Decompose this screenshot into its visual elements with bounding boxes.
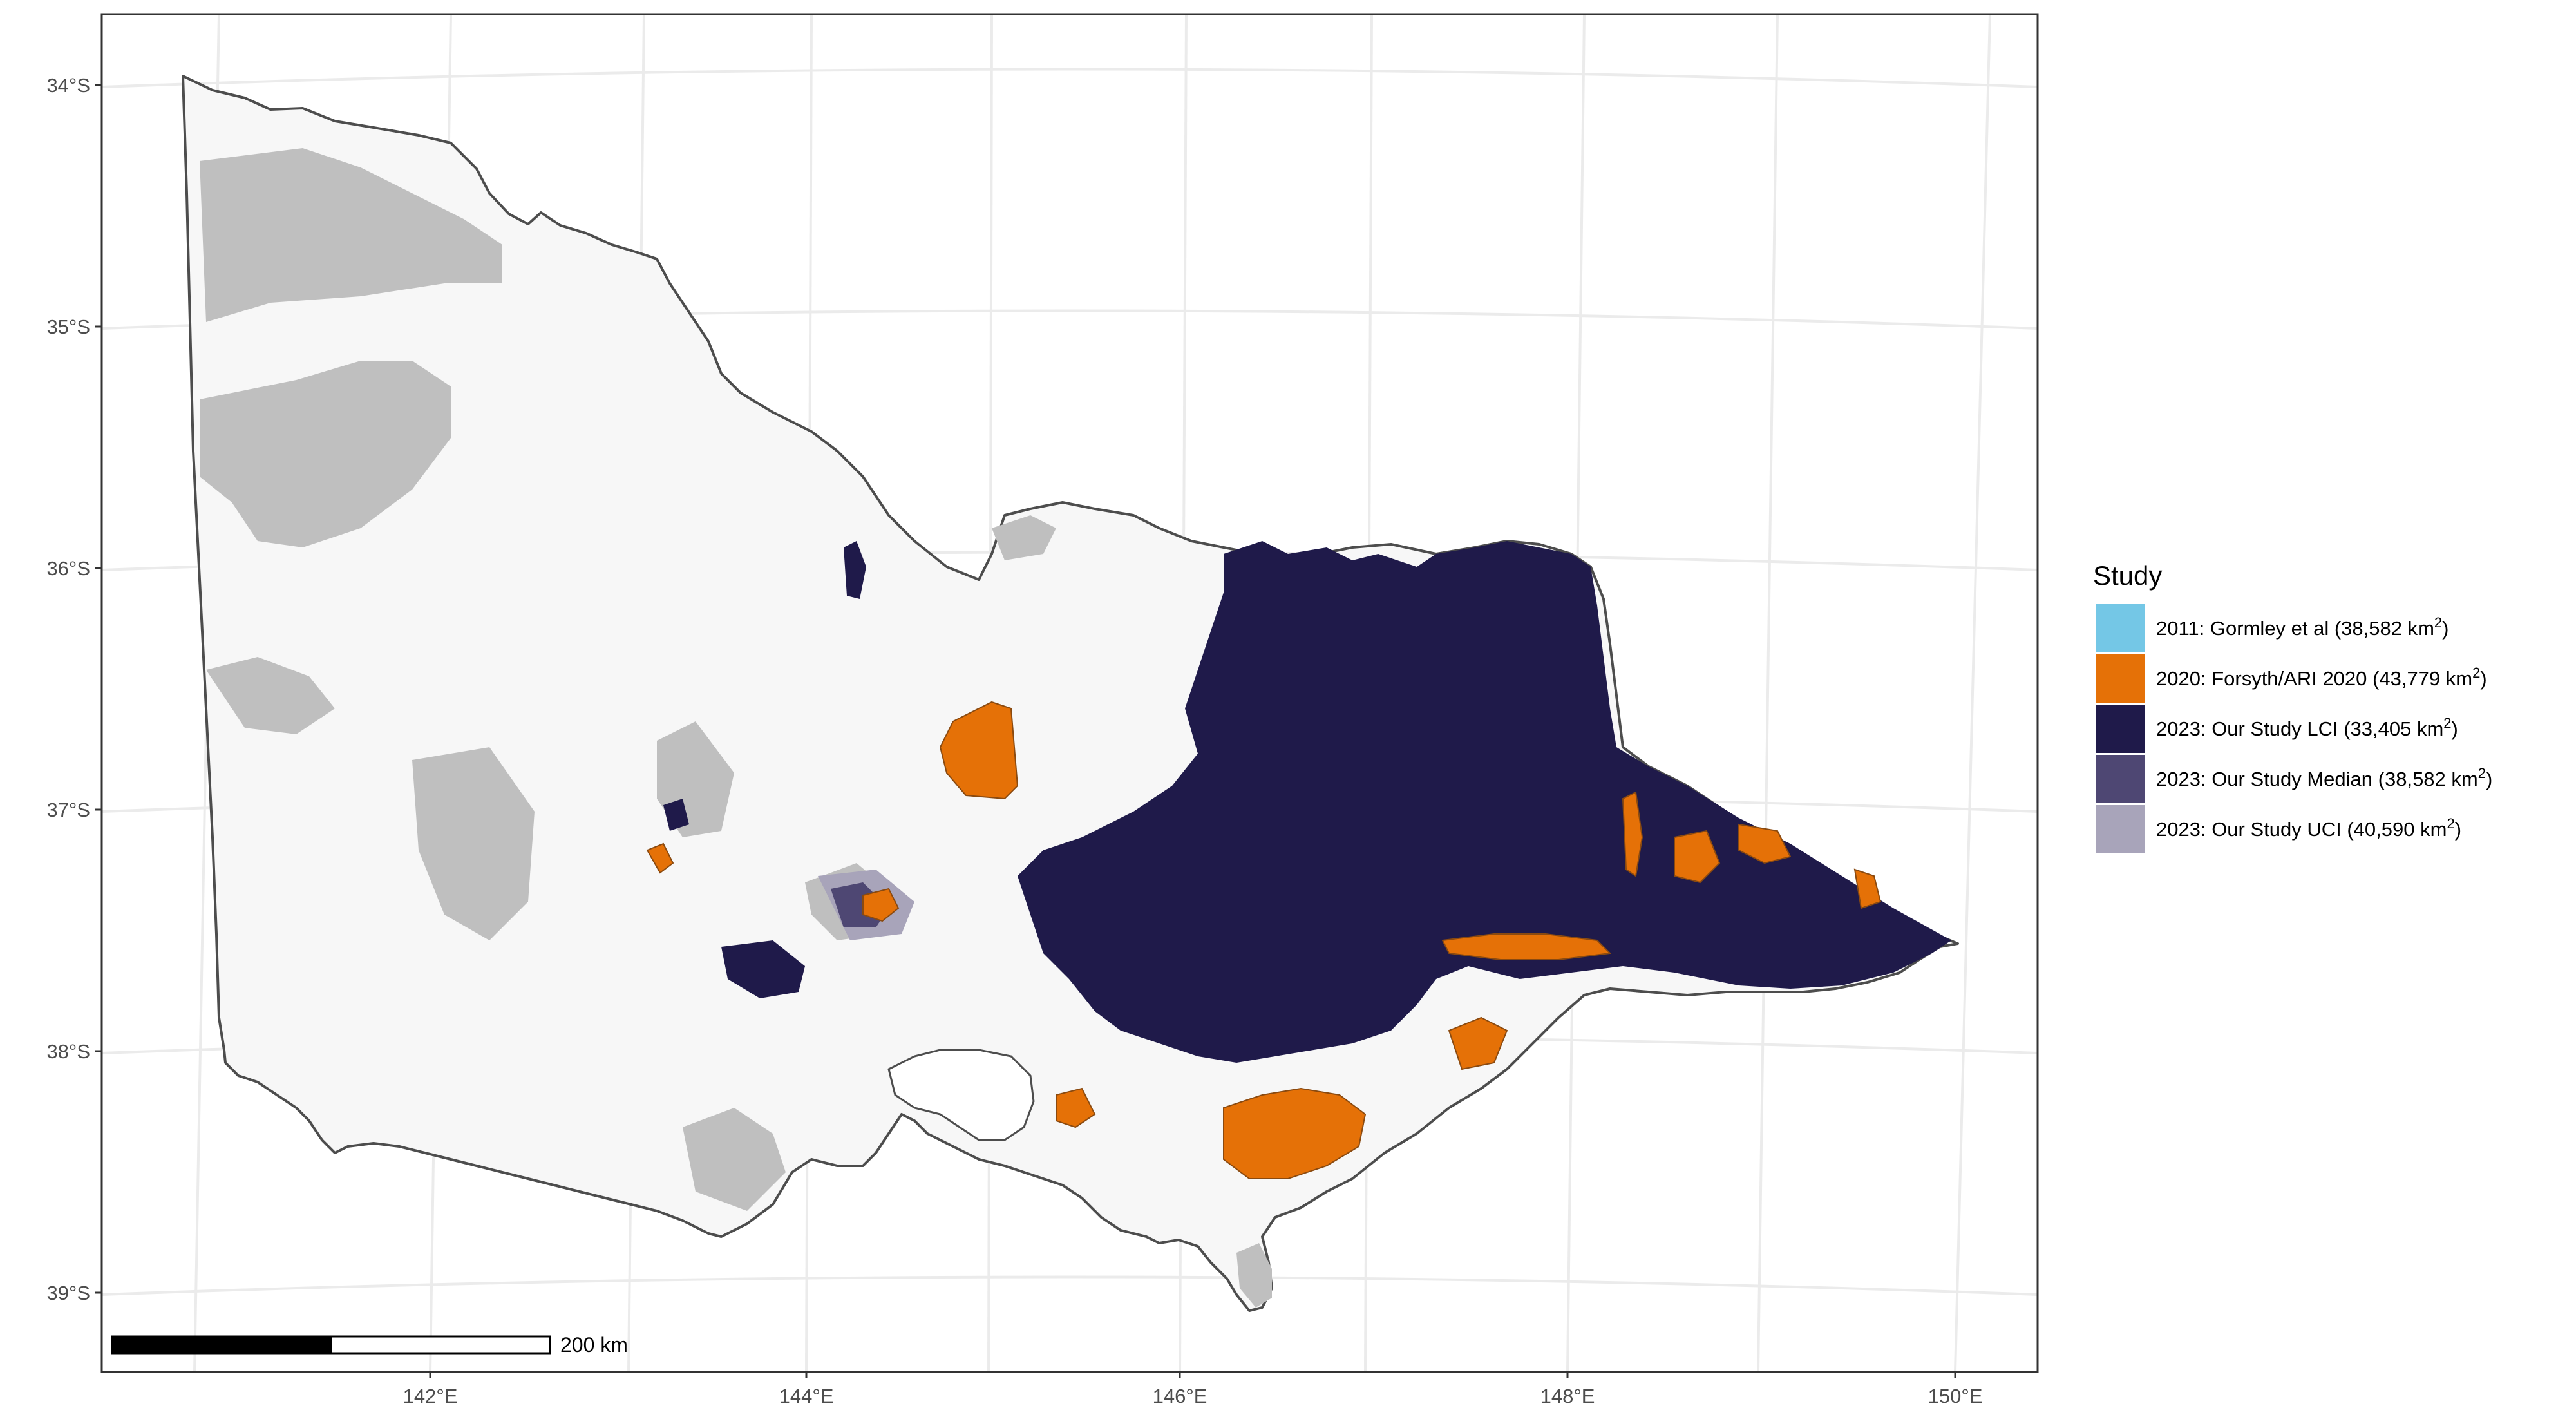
- map-panel: 200 km: [100, 13, 2039, 1373]
- legend: Study 2011: Gormley et al (38,582 km2) 2…: [2093, 560, 2492, 853]
- legend-item-uci: 2023: Our Study UCI (40,590 km2): [2096, 805, 2461, 853]
- forsyth-peninsula: [1056, 1087, 1096, 1128]
- forsyth-east-1: [1622, 791, 1643, 877]
- lci-north-strip: [844, 541, 866, 599]
- forsyth-southeast: [1223, 1087, 1367, 1179]
- x-tick-label: 150°E: [1928, 1385, 1983, 1407]
- y-tick-label: 36°S: [46, 557, 90, 580]
- legend-item-lci: 2023: Our Study LCI (33,405 km2): [2096, 705, 2458, 753]
- nonhabitat-northwest: [200, 148, 502, 322]
- graticule-lat-39: [101, 1275, 2038, 1296]
- x-tick-label: 146°E: [1153, 1385, 1208, 1407]
- legend-label: 2020: Forsyth/ARI 2020 (43,779 km2): [2156, 665, 2487, 690]
- nonhabitat-southwest: [683, 1108, 786, 1211]
- layer-forsyth-2020: [646, 701, 1882, 1179]
- forsyth-coast: [1448, 1016, 1508, 1070]
- graticule-lon-149: [1757, 14, 1779, 1373]
- legend-label: 2023: Our Study Median (38,582 km2): [2156, 765, 2492, 790]
- x-tick-label: 148°E: [1540, 1385, 1595, 1407]
- x-tick-label: 142°E: [403, 1385, 458, 1407]
- nonhabitat-northeast: [992, 515, 1056, 560]
- y-axis: 34°S 35°S 36°S 37°S 38°S 39°S: [46, 74, 102, 1304]
- nonhabitat-west-1: [206, 657, 335, 734]
- lci-cluster-west: [663, 799, 689, 831]
- y-tick-label: 39°S: [46, 1282, 90, 1304]
- legend-item-forsyth: 2020: Forsyth/ARI 2020 (43,779 km2): [2096, 654, 2487, 703]
- y-tick-label: 34°S: [46, 74, 90, 97]
- nonhabitat-wilsons-prom: [1236, 1243, 1272, 1308]
- legend-swatch: [2096, 654, 2145, 703]
- legend-label: 2023: Our Study UCI (40,590 km2): [2156, 815, 2461, 841]
- forsyth-band: [1441, 933, 1612, 960]
- forsyth-east-4: [1853, 868, 1882, 909]
- legend-label: 2023: Our Study LCI (33,405 km2): [2156, 715, 2458, 740]
- forsyth-central: [862, 888, 900, 922]
- panel-border: [100, 13, 2039, 1373]
- scale-bar-white: [330, 1335, 551, 1355]
- x-axis: 142°E 144°E 146°E 148°E 150°E: [403, 1372, 1983, 1407]
- lci-main-east: [1018, 541, 1951, 1063]
- legend-label: 2011: Gormley et al (38,582 km2): [2156, 614, 2449, 640]
- forsyth-east-2: [1674, 830, 1721, 884]
- graticule-lat-34: [101, 68, 2038, 88]
- legend-item-median: 2023: Our Study Median (38,582 km2): [2096, 755, 2492, 803]
- forsyth-west: [646, 842, 674, 874]
- legend-item-gormley: 2011: Gormley et al (38,582 km2): [2096, 604, 2449, 652]
- legend-swatch: [2096, 755, 2145, 803]
- nonhabitat-west-2: [412, 747, 535, 940]
- forsyth-east-3: [1738, 823, 1792, 864]
- scale-bar-black: [111, 1335, 332, 1355]
- nonhabitat-mallee: [200, 361, 451, 547]
- y-tick-label: 37°S: [46, 799, 90, 821]
- non-habitat-areas: [200, 148, 1272, 1308]
- graticule-lon-150: [1954, 14, 1991, 1373]
- port-phillip-bay: [887, 1049, 1035, 1141]
- forsyth-central-north: [939, 701, 1019, 800]
- scale-bar: 200 km: [111, 1333, 628, 1356]
- legend-swatch: [2096, 705, 2145, 753]
- layer-lci: [663, 541, 1951, 1063]
- x-tick-label: 144°E: [779, 1385, 834, 1407]
- lci-central-west: [721, 940, 805, 998]
- y-tick-label: 35°S: [46, 316, 90, 338]
- legend-swatch: [2096, 805, 2145, 853]
- legend-title: Study: [2093, 560, 2162, 591]
- victoria-land: [182, 75, 1959, 1312]
- scale-bar-label: 200 km: [560, 1333, 628, 1356]
- legend-swatch: [2096, 604, 2145, 652]
- y-tick-label: 38°S: [46, 1040, 90, 1063]
